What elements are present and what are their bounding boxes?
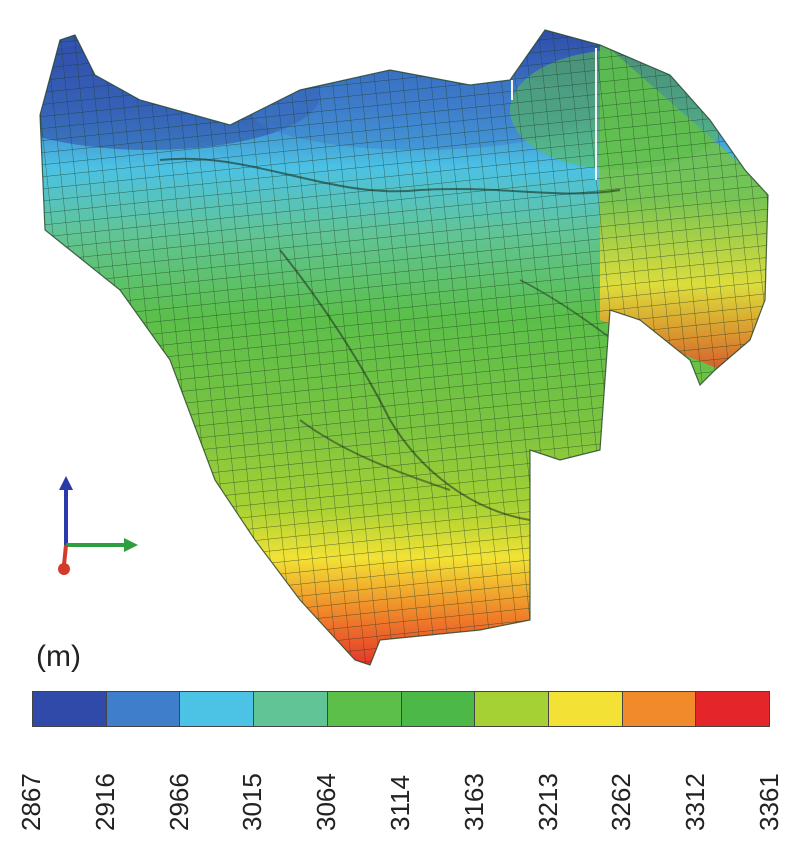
color-scale-tick-label: 3064 (311, 737, 343, 837)
color-scale-tick-label: 2867 (16, 737, 48, 837)
surface-mesh (40, 30, 768, 665)
tick-text: 3114 (385, 775, 415, 831)
tick-text: 2867 (16, 773, 46, 831)
color-scale-tick-label: 2916 (89, 737, 122, 837)
color-scale-tick-label: 3015 (237, 737, 269, 837)
color-scale-tick-label: 3213 (532, 737, 565, 837)
color-scale-swatch (696, 692, 770, 726)
color-scale-tick-label: 3163 (458, 737, 491, 837)
axis-right-arrowhead (124, 538, 138, 552)
axis-up-arrowhead (59, 476, 73, 490)
unit-label: (m) (36, 640, 81, 673)
axis-depth-arrow (62, 544, 68, 566)
color-scale-swatch (401, 692, 476, 726)
tick-text: 3361 (754, 773, 784, 831)
color-scale-tick-label: 3361 (754, 737, 786, 837)
tick-text: 3064 (311, 773, 342, 831)
color-scale-swatch (548, 692, 623, 726)
tick-text: 3213 (532, 773, 563, 831)
color-scale-swatch (475, 692, 549, 726)
color-scale-swatch (622, 692, 697, 726)
tick-text: 3163 (458, 773, 489, 831)
tick-text: 3015 (237, 773, 268, 831)
color-scale-tick-label: 3114 (385, 737, 417, 837)
surface-outline (39, 29, 769, 666)
color-scale-bar (32, 691, 770, 727)
tick-text: 2966 (163, 773, 194, 831)
tick-text: 2916 (89, 773, 120, 831)
color-scale-swatch (254, 692, 328, 726)
color-scale-tick-label: 3312 (680, 737, 712, 837)
color-scale-swatch (33, 692, 107, 726)
tick-text: 3262 (606, 773, 637, 831)
color-scale-tick-label: 3262 (606, 737, 638, 837)
tick-text: 3312 (680, 773, 711, 831)
color-scale-swatch (106, 692, 181, 726)
color-scale-swatch (180, 692, 255, 726)
color-scale-tick-label: 2966 (163, 737, 196, 837)
color-scale-swatch (327, 692, 402, 726)
axis-origin-dot (58, 563, 70, 575)
axes-orientation-icon (58, 476, 138, 575)
